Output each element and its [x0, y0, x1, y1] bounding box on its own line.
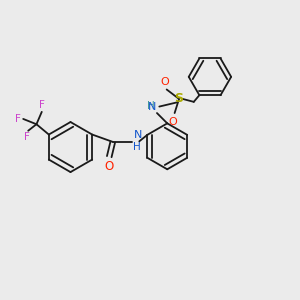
- Text: N: N: [134, 130, 142, 140]
- Text: O: O: [104, 160, 113, 173]
- Text: H: H: [134, 142, 141, 152]
- Text: O: O: [169, 117, 178, 127]
- Text: F: F: [24, 132, 30, 142]
- Text: F: F: [15, 114, 21, 124]
- Text: S: S: [175, 92, 184, 105]
- Text: F: F: [39, 100, 45, 110]
- Text: H: H: [147, 101, 154, 111]
- Text: N: N: [148, 103, 156, 112]
- Text: O: O: [161, 76, 170, 86]
